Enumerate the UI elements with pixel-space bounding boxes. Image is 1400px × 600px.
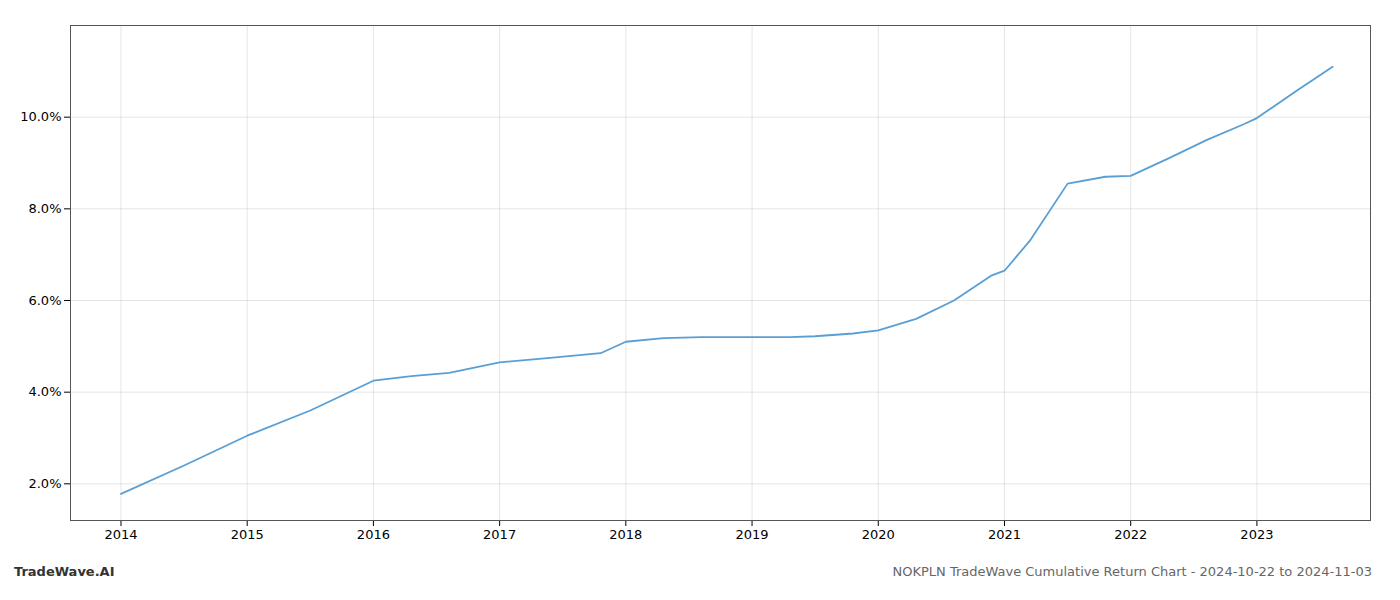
html-text:TradeWave.AI: TradeWave.AI [14, 564, 115, 579]
svg-text:2019: 2019 [736, 527, 769, 542]
svg-text:2014: 2014 [104, 527, 137, 542]
svg-text:2023: 2023 [1240, 527, 1273, 542]
svg-text:2020: 2020 [862, 527, 895, 542]
svg-text:8.0%: 8.0% [28, 201, 61, 216]
svg-text:2018: 2018 [609, 527, 642, 542]
svg-text:2022: 2022 [1114, 527, 1147, 542]
svg-text:2017: 2017 [483, 527, 516, 542]
svg-text:2.0%: 2.0% [28, 476, 61, 491]
svg-text:2015: 2015 [231, 527, 264, 542]
svg-text:10.0%: 10.0% [20, 109, 61, 124]
html-text:NOKPLN TradeWave Cumulative Re: NOKPLN TradeWave Cumulative Return Chart… [892, 564, 1372, 579]
svg-text:6.0%: 6.0% [28, 293, 61, 308]
svg-text:2021: 2021 [988, 527, 1021, 542]
svg-text:4.0%: 4.0% [28, 384, 61, 399]
svg-text:2016: 2016 [357, 527, 390, 542]
